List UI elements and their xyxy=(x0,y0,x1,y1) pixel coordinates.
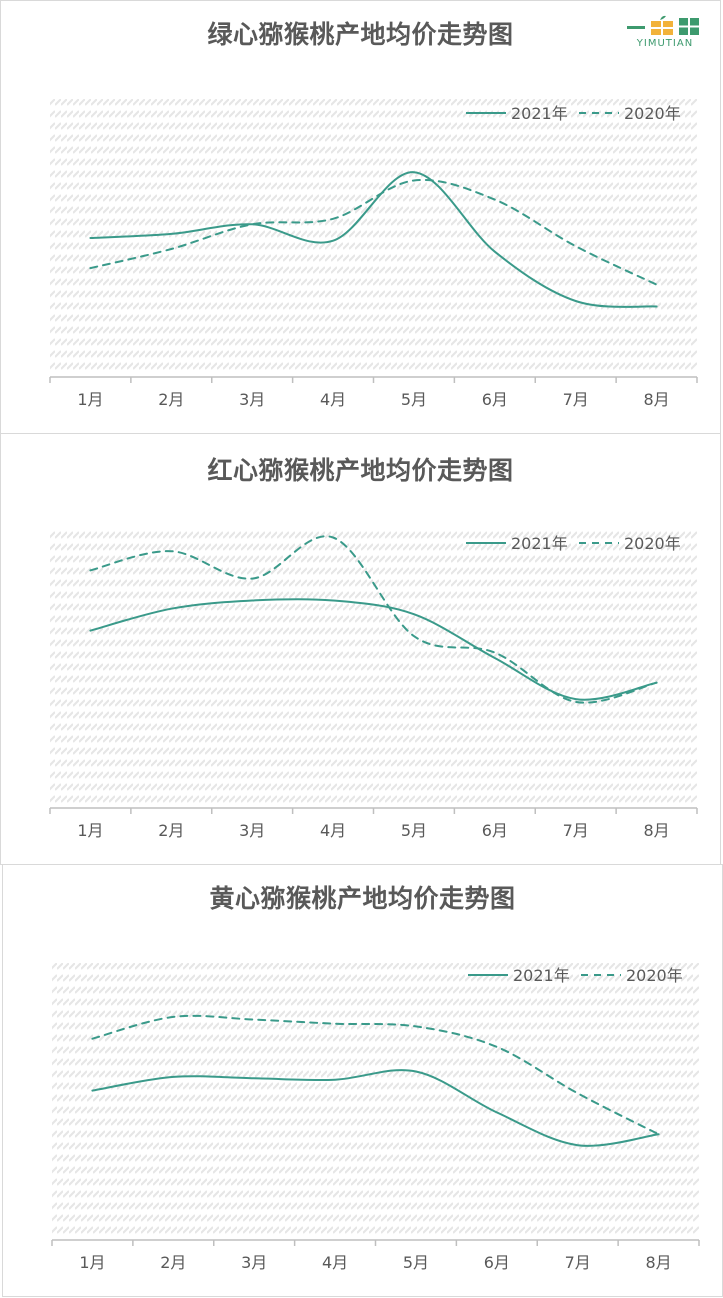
series-line-solid xyxy=(91,1069,660,1147)
data-point xyxy=(252,1018,256,1022)
data-point xyxy=(495,1045,499,1049)
x-tick-label: 3月 xyxy=(239,821,265,840)
data-point xyxy=(655,305,659,309)
x-tick-label: 5月 xyxy=(401,390,427,409)
data-point xyxy=(493,250,497,254)
x-tick-label: 1月 xyxy=(77,390,103,409)
legend-label: 2021年 xyxy=(511,534,568,553)
data-point xyxy=(414,1024,418,1028)
data-point xyxy=(88,266,92,270)
x-tick-label: 4月 xyxy=(320,821,346,840)
data-point xyxy=(574,299,578,303)
line-chart: 1月 2月 3月 4月 5月 6月 7月 8月 2021年 2020年 xyxy=(51,963,700,1272)
data-point xyxy=(412,612,416,616)
line-chart: 1月 2月 3月 4月 5月 6月 7月 8月 2021年 2020年 xyxy=(49,530,698,840)
logo-mark-icon xyxy=(627,15,699,35)
chart-title: 绿心猕猴桃产地均价走势图 xyxy=(207,20,514,49)
x-tick-label: 5月 xyxy=(403,1253,429,1272)
data-point xyxy=(250,599,254,603)
x-tick-label: 1月 xyxy=(77,821,103,840)
data-point xyxy=(171,1075,175,1079)
series-line-solid xyxy=(89,598,658,701)
x-tick-label: 6月 xyxy=(482,390,508,409)
data-point xyxy=(657,1132,661,1136)
data-point xyxy=(574,244,578,248)
legend: 2021年 2020年 xyxy=(468,966,683,985)
data-point xyxy=(169,232,173,236)
x-tick-label: 2月 xyxy=(158,821,184,840)
x-tick-label: 2月 xyxy=(160,1253,186,1272)
x-tick-label: 8月 xyxy=(643,821,669,840)
data-point xyxy=(493,656,497,660)
x-tick-label: 3月 xyxy=(241,1253,267,1272)
data-point xyxy=(169,549,173,553)
plot-background xyxy=(50,530,697,804)
logo-text: YIMUTIAN xyxy=(636,38,694,49)
x-tick-label: 1月 xyxy=(79,1253,105,1272)
data-point xyxy=(333,1078,337,1082)
data-point xyxy=(495,1110,499,1114)
data-point xyxy=(412,170,416,174)
data-point xyxy=(88,629,92,633)
data-point xyxy=(493,198,497,202)
legend: 2021年 2020年 xyxy=(466,104,681,123)
data-point xyxy=(331,599,335,603)
data-point xyxy=(655,681,659,685)
x-tick-label: 4月 xyxy=(320,390,346,409)
line-chart: 1月 2月 3月 4月 5月 6月 7月 8月 2021年 2020年 xyxy=(49,99,698,409)
x-tick-label: 8月 xyxy=(643,390,669,409)
data-point xyxy=(331,217,335,221)
data-point xyxy=(412,634,416,638)
legend: 2021年 2020年 xyxy=(466,534,681,553)
series-line-dashed xyxy=(89,535,658,704)
chart-title: 红心猕猴桃产地均价走势图 xyxy=(207,456,514,485)
x-tick-label: 4月 xyxy=(322,1253,348,1272)
chart-title: 黄心猕猴桃产地均价走势图 xyxy=(209,884,516,913)
series-line-dashed xyxy=(89,178,658,286)
data-point xyxy=(331,239,335,243)
data-point xyxy=(574,700,578,704)
series-line-dashed xyxy=(91,1014,660,1136)
legend-label: 2021年 xyxy=(513,966,570,985)
data-point xyxy=(250,222,254,226)
x-tick-label: 3月 xyxy=(239,390,265,409)
data-point xyxy=(331,535,335,539)
x-tick-label: 7月 xyxy=(563,390,589,409)
data-point xyxy=(333,1022,337,1026)
x-tick-label: 8月 xyxy=(645,1253,671,1272)
chart-panel-yellow: 黄心猕猴桃产地均价走势图 1月 2月 3月 4月 5月 6月 7月 8月 2021年 2020年 xyxy=(2,864,723,1297)
plot-background xyxy=(52,963,699,1236)
legend-label: 2020年 xyxy=(624,104,681,123)
chart-panel-red: 红心猕猴桃产地均价走势图 1月 2月 3月 4月 5月 6月 7月 8月 2021年 2020年 xyxy=(0,433,721,865)
yimutian-logo: YIMUTIAN xyxy=(625,15,705,55)
x-tick-label: 5月 xyxy=(401,821,427,840)
legend-label: 2020年 xyxy=(626,966,683,985)
data-point xyxy=(171,1015,175,1019)
data-point xyxy=(576,1091,580,1095)
x-tick-label: 7月 xyxy=(563,821,589,840)
x-tick-label: 6月 xyxy=(484,1253,510,1272)
data-point xyxy=(493,651,497,655)
data-point xyxy=(90,1037,94,1041)
data-point xyxy=(576,1143,580,1147)
data-point xyxy=(250,577,254,581)
data-point xyxy=(88,236,92,240)
plot-background xyxy=(50,99,697,373)
data-point xyxy=(88,568,92,572)
data-point xyxy=(169,247,173,251)
x-tick-label: 2月 xyxy=(158,390,184,409)
data-point xyxy=(90,1089,94,1093)
data-point xyxy=(252,1076,256,1080)
legend-label: 2020年 xyxy=(624,534,681,553)
data-point xyxy=(414,1069,418,1073)
data-point xyxy=(412,178,416,182)
legend-label: 2021年 xyxy=(511,104,568,123)
data-point xyxy=(169,607,173,611)
x-tick-label: 7月 xyxy=(565,1253,591,1272)
x-tick-label: 6月 xyxy=(482,821,508,840)
data-point xyxy=(655,283,659,287)
chart-panel-green: 绿心猕猴桃产地均价走势图 YIMUTIAN 1月 2月 3月 4月 5月 6月 7月 8月 20… xyxy=(0,0,721,434)
